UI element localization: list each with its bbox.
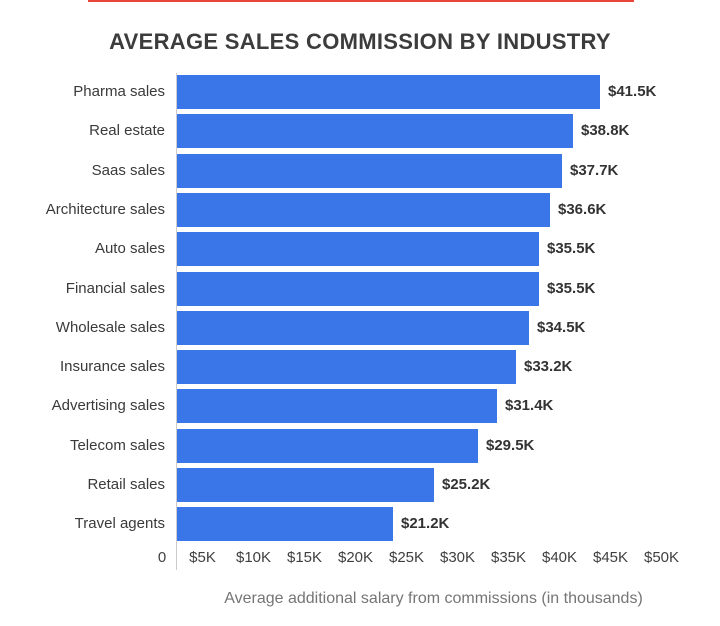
bar-row: Retail sales $25.2K [0,468,720,502]
x-axis-tick: $50K [643,549,680,566]
value-label: $38.8K [581,122,630,140]
category-label: Telecom sales [69,436,165,454]
category-label: Advertising sales [51,397,165,415]
bar [177,192,550,227]
category-label: Architecture sales [45,200,165,218]
bar [177,271,539,306]
x-axis-tick: $35K [490,549,527,566]
value-label: $36.6K [558,200,607,218]
value-label: $35.5K [547,240,596,258]
x-axis-tick: 0 [157,549,167,566]
category-label: Insurance sales [59,358,165,376]
category-label: Auto sales [94,240,165,258]
bar-row: Auto sales $35.5K [0,232,720,267]
category-label: Financial sales [65,279,165,297]
x-axis-ticks: 0 $5K $10K $15K $20K $25K $30K $35K $40K $45K $50K [0,549,720,569]
x-axis-tick: $5K [189,549,216,566]
x-axis-tick: $20K [337,549,374,566]
bar [177,114,573,149]
bar-row: Real estate $38.8K [0,114,720,149]
y-axis-baseline [176,73,177,570]
category-label: Pharma sales [73,83,165,100]
bar [177,75,600,109]
top-accent-line [88,0,634,2]
value-label: $34.5K [537,318,586,336]
bar-row: Saas sales $37.7K [0,153,720,188]
bar-row: Financial sales $35.5K [0,271,720,306]
category-label: Wholesale sales [55,318,165,336]
value-label: $29.5K [486,436,535,454]
category-label: Saas sales [91,161,165,179]
value-label: $21.2K [401,515,450,533]
bar [177,350,516,385]
bar-row: Travel agents $21.2K [0,507,720,542]
bar [177,389,497,424]
category-label: Retail sales [87,476,165,493]
x-axis-tick: $45K [592,549,629,566]
x-axis-tick: $25K [388,549,425,566]
bar-row: Architecture sales $36.6K [0,192,720,227]
bar-row: Wholesale sales $34.5K [0,310,720,345]
bar [177,428,478,463]
bar [177,153,562,188]
bar-row: Insurance sales $33.2K [0,350,720,385]
value-label: $25.2K [442,476,491,493]
x-axis-tick: $15K [286,549,323,566]
x-axis-tick: $30K [439,549,476,566]
bar-row: Pharma sales $41.5K [0,75,720,109]
value-label: $41.5K [608,83,657,100]
bar-row: Telecom sales $29.5K [0,428,720,463]
bar [177,232,539,267]
category-label: Travel agents [74,515,165,533]
bar [177,310,529,345]
bar [177,507,393,542]
bar [177,468,434,502]
x-axis-tick: $40K [541,549,578,566]
value-label: $31.4K [505,397,554,415]
x-axis-title: Average additional salary from commissio… [224,590,643,607]
chart-title: AVERAGE SALES COMMISSION BY INDUSTRY [109,28,611,54]
x-axis-tick: $10K [235,549,272,566]
value-label: $33.2K [524,358,573,376]
value-label: $35.5K [547,279,596,297]
value-label: $37.7K [570,161,619,179]
bar-row: Advertising sales $31.4K [0,389,720,424]
category-label: Real estate [89,122,165,140]
